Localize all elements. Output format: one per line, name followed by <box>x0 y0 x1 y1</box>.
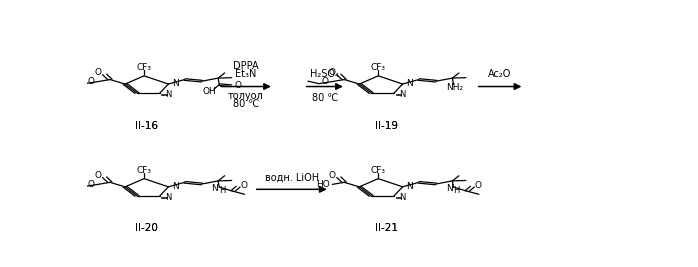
Text: II-16: II-16 <box>135 121 158 131</box>
Text: H: H <box>454 186 460 195</box>
Text: O: O <box>240 181 247 190</box>
Text: N: N <box>211 184 218 193</box>
Text: II-20: II-20 <box>135 223 158 233</box>
Text: II-19: II-19 <box>375 121 398 131</box>
Text: Ac₂O: Ac₂O <box>489 69 512 79</box>
Text: N: N <box>399 90 406 99</box>
Text: II-16: II-16 <box>135 121 158 131</box>
Text: DPPA: DPPA <box>233 61 259 71</box>
Text: OH: OH <box>202 87 216 96</box>
Text: O: O <box>94 68 102 77</box>
Text: O: O <box>234 81 241 90</box>
Text: N: N <box>406 79 413 88</box>
Text: толуол: толуол <box>228 91 264 101</box>
Text: N: N <box>172 182 179 191</box>
Text: водн. LiOH: водн. LiOH <box>265 172 319 182</box>
Text: O: O <box>475 181 482 190</box>
Text: O: O <box>94 171 102 180</box>
Text: 80 ℃: 80 ℃ <box>233 99 259 109</box>
Text: O: O <box>329 171 336 180</box>
Text: N: N <box>399 193 406 202</box>
Text: N: N <box>446 184 452 193</box>
Text: Et₃N: Et₃N <box>235 69 257 78</box>
Text: O: O <box>329 68 336 77</box>
Text: II-19: II-19 <box>375 121 398 131</box>
Text: II-20: II-20 <box>135 223 158 233</box>
Text: N: N <box>172 79 179 88</box>
Text: N: N <box>406 182 413 191</box>
Text: NH₂: NH₂ <box>446 83 463 92</box>
Text: CF₃: CF₃ <box>137 166 151 175</box>
Text: H₂SO₄: H₂SO₄ <box>311 69 339 79</box>
Text: H: H <box>219 186 225 195</box>
Text: CF₃: CF₃ <box>137 63 151 72</box>
Text: N: N <box>165 193 171 202</box>
Text: II-21: II-21 <box>375 223 398 233</box>
Text: O: O <box>87 77 94 87</box>
Text: CF₃: CF₃ <box>371 166 386 175</box>
Text: II-21: II-21 <box>375 223 398 233</box>
Text: N: N <box>165 90 171 99</box>
Text: CF₃: CF₃ <box>371 63 386 72</box>
Text: O: O <box>87 180 94 189</box>
Text: HO: HO <box>315 180 329 190</box>
Text: 80 ℃: 80 ℃ <box>311 93 338 103</box>
Text: O: O <box>322 77 329 87</box>
